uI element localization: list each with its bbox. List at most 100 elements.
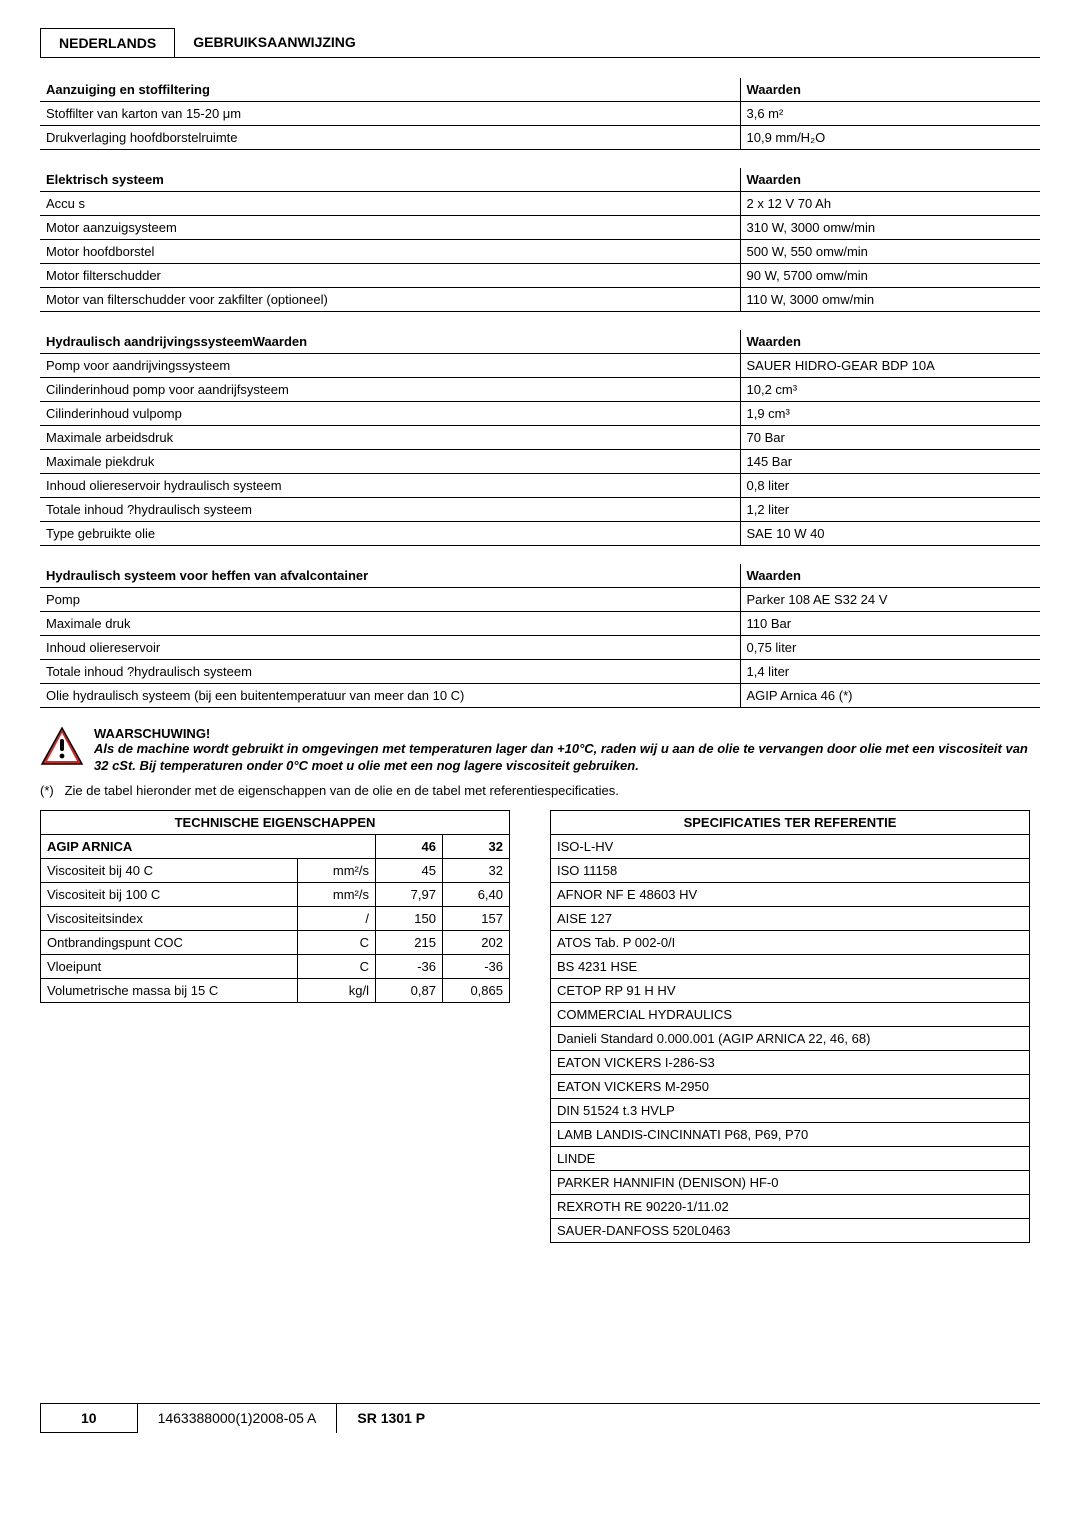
spec-row-value: 2 x 12 V 70 Ah	[740, 192, 1040, 216]
refs-row: EATON VICKERS M-2950	[551, 1074, 1030, 1098]
references-table: SPECIFICATIES TER REFERENTIE ISO-L-HVISO…	[550, 810, 1030, 1243]
doc-number: 1463388000(1)2008-05 A	[138, 1404, 337, 1433]
warning-text: WAARSCHUWING! Als de machine wordt gebru…	[94, 726, 1040, 775]
spec-row-label: Pomp	[40, 588, 740, 612]
refs-row: EATON VICKERS I-286-S3	[551, 1050, 1030, 1074]
props-row-unit: C	[297, 930, 375, 954]
spec-row-value: 1,9 cm³	[740, 402, 1040, 426]
spec-heading-right: Waarden	[740, 564, 1040, 588]
spec-row-label: Stoffilter van karton van 15-20 μm	[40, 102, 740, 126]
spec-row-value: 500 W, 550 omw/min	[740, 240, 1040, 264]
props-row-unit: C	[297, 954, 375, 978]
spec-row-value: 70 Bar	[740, 426, 1040, 450]
refs-row: DIN 51524 t.3 HVLP	[551, 1098, 1030, 1122]
props-row-v1: 45	[375, 858, 442, 882]
props-row-v1: 7,97	[375, 882, 442, 906]
spec-row-label: Accu s	[40, 192, 740, 216]
spec-row-label: Drukverlaging hoofdborstelruimte	[40, 126, 740, 150]
lang-label: NEDERLANDS	[40, 28, 175, 57]
refs-row: AFNOR NF E 48603 HV	[551, 882, 1030, 906]
refs-row: PARKER HANNIFIN (DENISON) HF-0	[551, 1170, 1030, 1194]
spec-row-value: 310 W, 3000 omw/min	[740, 216, 1040, 240]
refs-row: AISE 127	[551, 906, 1030, 930]
spec-row-label: Maximale arbeidsdruk	[40, 426, 740, 450]
spec-row-value: 0,75 liter	[740, 636, 1040, 660]
props-row-v2: 202	[442, 930, 509, 954]
props-row-v1: 0,87	[375, 978, 442, 1002]
spec-row-value: AGIP Arnica 46 (*)	[740, 684, 1040, 708]
spec-row-label: Motor van filterschudder voor zakfilter …	[40, 288, 740, 312]
refs-row: SAUER-DANFOSS 520L0463	[551, 1218, 1030, 1242]
spec-row-value: 1,2 liter	[740, 498, 1040, 522]
refs-row: Danieli Standard 0.000.001 (AGIP ARNICA …	[551, 1026, 1030, 1050]
spec-row-value: 90 W, 5700 omw/min	[740, 264, 1040, 288]
spec-table: Hydraulisch systeem voor heffen van afva…	[40, 564, 1040, 708]
spec-row-label: Type gebruikte olie	[40, 522, 740, 546]
refs-row: CETOP RP 91 H HV	[551, 978, 1030, 1002]
spec-heading-left: Hydraulisch systeem voor heffen van afva…	[40, 564, 740, 588]
spec-heading-right: Waarden	[740, 168, 1040, 192]
spec-table: Hydraulisch aandrijvingssysteemWaardenWa…	[40, 330, 1040, 546]
spec-row-label: Totale inhoud ?hydraulisch systeem	[40, 498, 740, 522]
spec-heading-left: Elektrisch systeem	[40, 168, 740, 192]
props-row-v1: -36	[375, 954, 442, 978]
props-row-label: Viscositeit bij 100 C	[41, 882, 298, 906]
spec-row-label: Motor hoofdborstel	[40, 240, 740, 264]
spec-row-label: Cilinderinhoud vulpomp	[40, 402, 740, 426]
props-row-v2: 32	[442, 858, 509, 882]
spec-table: Elektrisch systeemWaardenAccu s2 x 12 V …	[40, 168, 1040, 312]
properties-table: TECHNISCHE EIGENSCHAPPEN AGIP ARNICA 46 …	[40, 810, 510, 1003]
footnote: (*) Zie de tabel hieronder met de eigens…	[40, 783, 1040, 798]
props-col-0: 46	[375, 834, 442, 858]
props-row-v2: 6,40	[442, 882, 509, 906]
spec-heading-left: Aanzuiging en stoffiltering	[40, 78, 740, 102]
spec-row-label: Maximale piekdruk	[40, 450, 740, 474]
props-row-v2: 157	[442, 906, 509, 930]
props-brand: AGIP ARNICA	[41, 834, 376, 858]
props-row-label: Viscositeitsindex	[41, 906, 298, 930]
spec-row-value: 3,6 m²	[740, 102, 1040, 126]
spec-row-label: Olie hydraulisch systeem (bij een buiten…	[40, 684, 740, 708]
refs-title: SPECIFICATIES TER REFERENTIE	[551, 810, 1030, 834]
spec-row-value: 145 Bar	[740, 450, 1040, 474]
spec-row-value: 110 Bar	[740, 612, 1040, 636]
spec-heading-right: Waarden	[740, 330, 1040, 354]
props-row-label: Volumetrische massa bij 15 C	[41, 978, 298, 1002]
spec-row-value: 0,8 liter	[740, 474, 1040, 498]
props-row-label: Viscositeit bij 40 C	[41, 858, 298, 882]
props-row-unit: kg/l	[297, 978, 375, 1002]
spec-row-label: Totale inhoud ?hydraulisch systeem	[40, 660, 740, 684]
spec-row-label: Motor filterschudder	[40, 264, 740, 288]
props-title: TECHNISCHE EIGENSCHAPPEN	[41, 810, 510, 834]
props-row-unit: mm²/s	[297, 858, 375, 882]
spec-row-label: Inhoud oliereservoir	[40, 636, 740, 660]
spec-table: Aanzuiging en stoffilteringWaardenStoffi…	[40, 78, 1040, 150]
page-footer: 10 1463388000(1)2008-05 A SR 1301 P	[40, 1403, 1040, 1433]
spec-row-value: 110 W, 3000 omw/min	[740, 288, 1040, 312]
spec-row-value: 10,9 mm/H₂O	[740, 126, 1040, 150]
props-col-1: 32	[442, 834, 509, 858]
spec-row-label: Pomp voor aandrijvingssysteem	[40, 354, 740, 378]
refs-row: REXROTH RE 90220-1/11.02	[551, 1194, 1030, 1218]
spec-row-value: Parker 108 AE S32 24 V	[740, 588, 1040, 612]
footnote-text: Zie de tabel hieronder met de eigenschap…	[65, 783, 619, 798]
doc-title: GEBRUIKSAANWIJZING	[193, 28, 356, 57]
refs-row: ISO 11158	[551, 858, 1030, 882]
refs-row: LINDE	[551, 1146, 1030, 1170]
page-header: NEDERLANDS GEBRUIKSAANWIJZING	[40, 28, 1040, 58]
props-row-label: Vloeipunt	[41, 954, 298, 978]
spec-heading-right: Waarden	[740, 78, 1040, 102]
model-number: SR 1301 P	[336, 1404, 445, 1433]
props-row-v2: -36	[442, 954, 509, 978]
warning-title: WAARSCHUWING!	[94, 726, 1040, 741]
props-row-unit: mm²/s	[297, 882, 375, 906]
two-column-tables: TECHNISCHE EIGENSCHAPPEN AGIP ARNICA 46 …	[40, 810, 1040, 1243]
spec-row-label: Inhoud oliereservoir hydraulisch systeem	[40, 474, 740, 498]
spec-heading-left: Hydraulisch aandrijvingssysteemWaarden	[40, 330, 740, 354]
spec-row-value: SAUER HIDRO-GEAR BDP 10A	[740, 354, 1040, 378]
spec-row-label: Maximale druk	[40, 612, 740, 636]
spec-row-value: 1,4 liter	[740, 660, 1040, 684]
refs-row: ISO-L-HV	[551, 834, 1030, 858]
props-row-label: Ontbrandingspunt COC	[41, 930, 298, 954]
spec-tables: Aanzuiging en stoffilteringWaardenStoffi…	[40, 78, 1040, 708]
